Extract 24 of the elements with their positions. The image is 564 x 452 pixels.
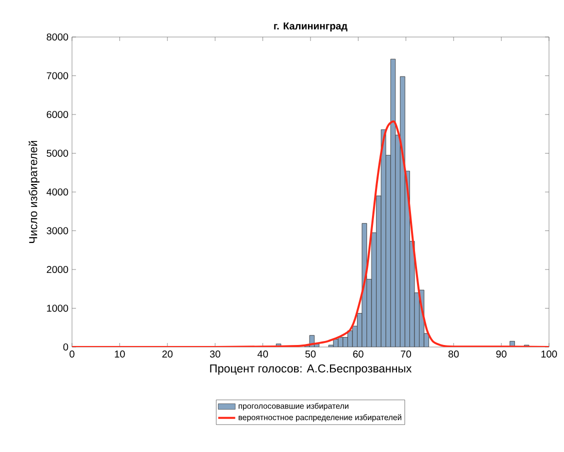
x-tick-label: 0 — [70, 350, 74, 358]
x-tick-label: 100 — [541, 350, 557, 358]
y-tick-label: 5000 — [46, 150, 68, 157]
y-tick-label: 3000 — [46, 227, 68, 234]
x-axis-title: Процент голосов: А.С.Беспрозванных — [210, 364, 412, 375]
y-tick-label: 4000 — [46, 188, 68, 196]
x-tick-label: 70 — [400, 350, 412, 358]
y-tick-label: 1000 — [47, 304, 68, 312]
x-tick-label: 90 — [496, 350, 506, 358]
x-tick-label: 10 — [114, 350, 125, 358]
y-tick-label: 7000 — [46, 72, 68, 80]
y-axis-title: Число избирателей — [28, 140, 40, 243]
y-tick-label: 8000 — [46, 33, 68, 41]
x-tick-label: 40 — [257, 350, 268, 358]
x-tick-label: 20 — [162, 350, 173, 358]
x-tick-label: 50 — [305, 350, 316, 358]
x-tick-label: 80 — [448, 350, 459, 358]
y-tick-label: 0 — [63, 343, 68, 351]
x-tick-label: 30 — [210, 350, 220, 358]
line-series — [72, 120, 550, 347]
chart-title: г. Калининград — [274, 22, 348, 32]
x-tick-label: 60 — [353, 350, 364, 358]
y-tick-label: 6000 — [46, 110, 68, 118]
y-tick-label: 2000 — [46, 266, 68, 274]
